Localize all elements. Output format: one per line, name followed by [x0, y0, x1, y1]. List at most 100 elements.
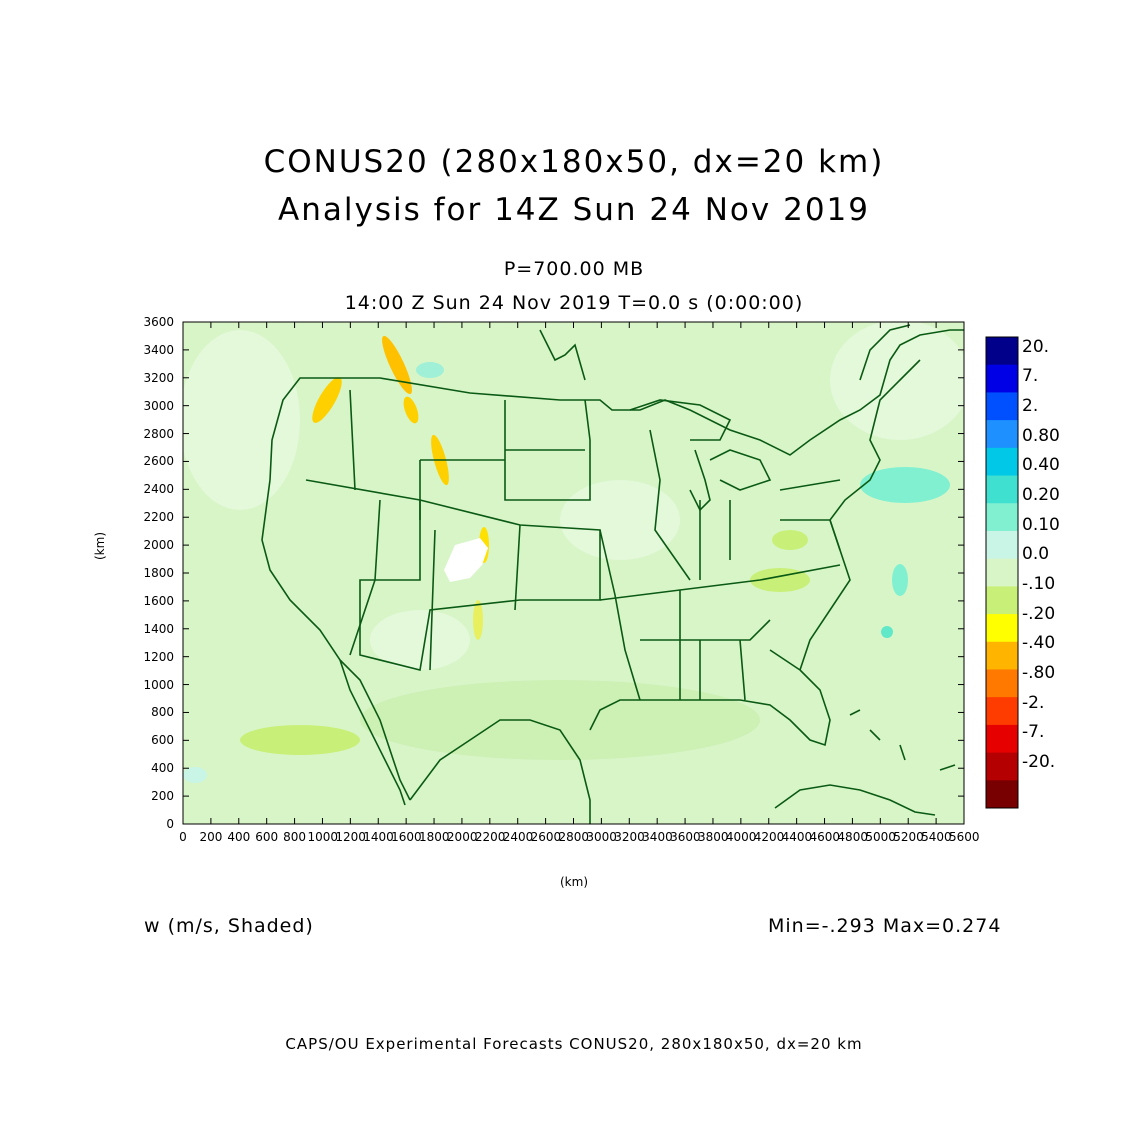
y-tick-label: 1400 — [143, 621, 174, 636]
x-tick-label: 1400 — [363, 830, 394, 844]
colorbar-swatch — [986, 724, 1018, 754]
colorbar-swatch — [986, 475, 1018, 504]
colorbar-swatch — [986, 447, 1018, 477]
y-axis-label: (km) — [93, 531, 107, 560]
coast-gulf-us — [589, 669, 831, 747]
x-tick-label: 3200 — [614, 830, 645, 844]
x-tick-label: 4600 — [809, 830, 841, 844]
x-tick-label: 0 — [179, 830, 187, 844]
x-tick-label: 2200 — [474, 830, 506, 844]
colorbar-label: 0.10 — [1022, 514, 1060, 535]
field-patch — [860, 467, 950, 503]
coast-baja — [339, 659, 406, 806]
field-patch — [183, 767, 207, 783]
x-tick-label: 4200 — [753, 830, 785, 844]
colorbar-label: -2. — [1022, 692, 1045, 713]
colorbar-swatch — [986, 780, 1018, 809]
y-tick-label: 2000 — [143, 538, 174, 553]
missing-data-area — [444, 538, 488, 582]
colorbar-label: 7. — [1022, 366, 1039, 387]
colorbar-label: -.10 — [1022, 574, 1056, 595]
y-tick-label: 400 — [151, 761, 174, 776]
x-tick-label: 2400 — [502, 830, 534, 844]
y-tick-label: 3200 — [143, 370, 174, 385]
great-lakes — [629, 399, 772, 512]
x-tick-label: 4400 — [781, 830, 813, 844]
x-tick-label: 3600 — [670, 830, 701, 844]
x-tick-marks — [182, 322, 965, 824]
field-patch — [772, 530, 808, 550]
colorbar-label: 0.80 — [1022, 425, 1060, 446]
x-tick-label: 2000 — [446, 830, 478, 844]
y-tick-label: 600 — [151, 733, 174, 748]
colorbar-swatch — [986, 641, 1018, 670]
coast-cuba — [774, 784, 936, 816]
y-tick-label: 2600 — [143, 454, 174, 469]
coast-east — [799, 359, 921, 671]
field-patch — [892, 564, 908, 596]
y-tick-label: 200 — [151, 789, 174, 804]
x-tick-label: 5600 — [949, 830, 980, 844]
x-tick-label: 4800 — [837, 830, 868, 844]
colorbar-swatch — [986, 586, 1018, 615]
y-tick-label: 0 — [166, 817, 174, 831]
y-tick-label: 2200 — [143, 510, 174, 525]
colorbar-swatch — [986, 364, 1018, 393]
colorbar-label: -.80 — [1022, 663, 1056, 684]
map-boundaries — [261, 324, 964, 824]
colorbar-swatch — [986, 392, 1018, 421]
x-tick-label: 2600 — [530, 830, 562, 844]
coast-gulf — [409, 719, 591, 824]
colorbar-label: 0.0 — [1022, 544, 1050, 565]
colorbar-label: -.20 — [1022, 603, 1056, 624]
colorbar-swatch — [986, 669, 1018, 698]
y-tick-label: 1800 — [143, 566, 174, 580]
y-tick-label: 2800 — [143, 426, 174, 441]
y-tick-label: 1000 — [143, 677, 174, 692]
x-tick-label: 5000 — [865, 830, 896, 844]
colorbar-swatch — [986, 558, 1018, 587]
field-streak — [382, 335, 412, 395]
y-tick-marks — [183, 321, 964, 825]
colorbar-swatch — [986, 697, 1018, 726]
x-tick-label: 200 — [199, 830, 223, 844]
x-tick-label: 3800 — [697, 830, 729, 844]
x-tick-label: 5200 — [893, 830, 924, 844]
y-tick-label: 2400 — [143, 482, 174, 497]
colorbar-swatch — [986, 420, 1018, 449]
x-tick-label: 1600 — [391, 830, 422, 844]
min-max-label: Min=-.293 Max=0.274 — [768, 915, 1002, 937]
field-patch — [560, 480, 680, 560]
y-tick-label: 3400 — [143, 342, 174, 357]
x-tick-label: 1800 — [419, 830, 450, 844]
field-streak — [473, 600, 483, 640]
x-tick-label: 800 — [283, 830, 307, 844]
colorbar-label: -20. — [1022, 752, 1056, 773]
valid-time-label: 14:00 Z Sun 24 Nov 2019 T=0.0 s (0:00:00… — [344, 292, 804, 314]
field-streak — [403, 396, 419, 424]
colorbar-label: 2. — [1022, 395, 1039, 416]
pressure-level-label: P=700.00 MB — [503, 258, 645, 280]
state-lines — [349, 499, 641, 701]
colorbar-swatch — [986, 503, 1018, 532]
y-tick-label: 3600 — [143, 315, 174, 329]
footer-credit: CAPS/OU Experimental Forecasts CONUS20, … — [285, 1035, 863, 1053]
colorbar — [985, 336, 1019, 809]
state-lines — [349, 389, 591, 520]
y-tick-label: 1200 — [143, 649, 174, 664]
colorbar-swatch — [986, 337, 1018, 366]
colorbar-label: -7. — [1022, 722, 1045, 743]
field-patch — [830, 322, 964, 440]
field-streak — [312, 377, 342, 423]
x-tick-label: 3000 — [586, 830, 617, 844]
x-tick-label: 3400 — [642, 830, 673, 844]
colorbar-swatch — [986, 530, 1018, 560]
map-title-line2: Analysis for 14Z Sun 24 Nov 2019 — [278, 192, 870, 228]
border-us-canada — [269, 329, 964, 481]
x-tick-label: 5400 — [921, 830, 952, 844]
colorbar-label: 0.40 — [1022, 455, 1060, 476]
field-patch — [370, 610, 470, 670]
y-tick-label: 800 — [151, 705, 174, 720]
hudson-bay — [539, 324, 911, 381]
